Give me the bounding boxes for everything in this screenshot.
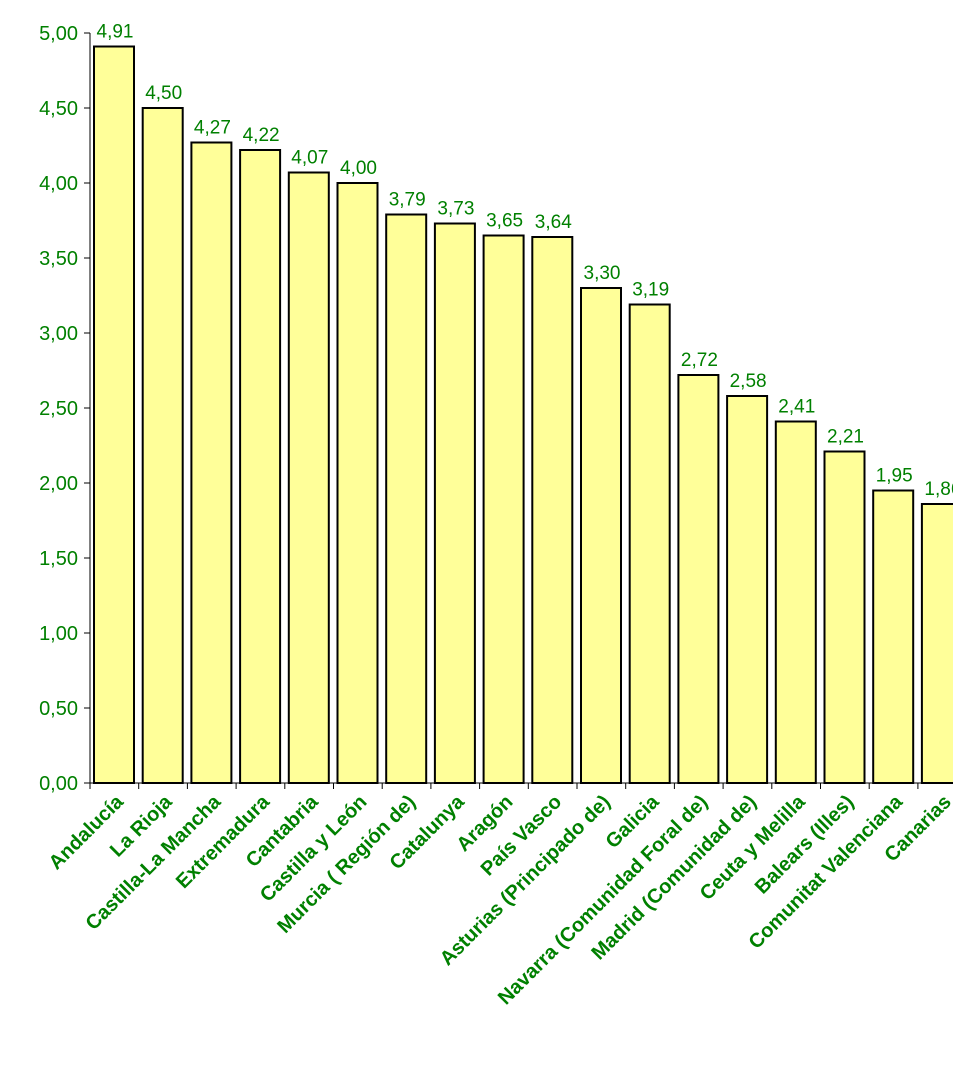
y-axis: 0,00 0,50 1,00 1,50 2,00 2,50 3,00 3,50 4,00 4,50… [39,23,91,795]
bar-value-label: 2,72 [681,350,718,371]
bar [920,503,953,784]
bar [93,45,135,784]
bar-value-label: 1,86 [924,479,953,500]
bar [823,450,866,784]
bar-value-label: 4,27 [194,118,231,139]
bar-value-label: 3,64 [535,212,572,233]
bars [93,45,953,784]
category-label: Andalucía [45,790,129,874]
bar [287,171,330,784]
bar-value-label: 4,22 [243,125,280,146]
bar [580,287,622,784]
bar [336,182,379,784]
y-tick-label: 3,50 [39,248,78,270]
bar-value-label: 4,07 [291,148,328,169]
bar [726,395,769,784]
y-tick-label: 0,00 [39,773,78,795]
bar-value-label: 4,50 [145,83,182,104]
bar [190,141,233,784]
data-labels: 4,91 4,50 4,27 4,22 4,07 4,00 3,79 3,73 3,65 3,64… [97,22,953,501]
y-tick-label: 4,00 [39,173,78,195]
bar [239,149,282,784]
bar [385,213,428,784]
bar [531,236,574,784]
bar-value-label: 3,65 [486,211,523,232]
bar [774,420,817,784]
bar-value-label: 2,58 [730,371,767,392]
bar [141,107,184,784]
bar-value-label: 1,95 [876,466,913,487]
bar-value-label: 2,21 [827,427,864,448]
bar [433,222,476,784]
y-tick-label: 1,50 [39,548,78,570]
bar-value-label: 4,00 [340,158,377,179]
bar-value-label: 3,79 [389,190,426,211]
y-tick-label: 2,00 [39,473,78,495]
y-tick-label: 5,00 [39,23,78,45]
bar-value-label: 2,41 [778,397,815,418]
bar-value-label: 4,91 [97,22,134,43]
bar-value-label: 3,73 [437,199,474,220]
x-axis [89,782,953,789]
bar-value-label: 3,19 [632,280,669,301]
y-tick-label: 0,50 [39,698,78,720]
bar [628,303,671,784]
y-tick-label: 4,50 [39,98,78,120]
y-tick-label: 3,00 [39,323,78,345]
bar [872,489,915,784]
bar [677,374,720,784]
y-tick-label: 1,00 [39,623,78,645]
bar [482,234,525,784]
bar-value-label: 3,30 [584,263,621,284]
y-tick-label: 2,50 [39,398,78,420]
